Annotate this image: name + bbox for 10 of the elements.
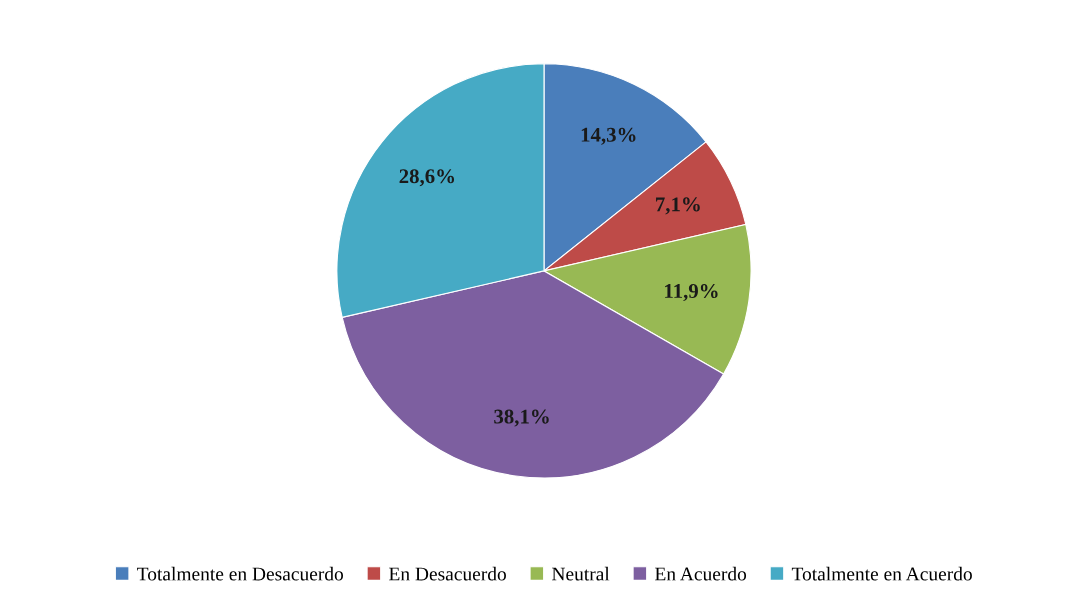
legend-label: Totalmente en Desacuerdo [137,566,344,581]
legend-label: En Desacuerdo [389,566,506,581]
data-label: 14,3% [581,127,636,145]
data-label: 7,1% [656,197,700,215]
data-label: 11,9% [665,283,718,302]
data-label: 28,6% [399,169,455,187]
legend-label: Neutral [552,566,610,581]
data-label: 38,1% [494,409,549,427]
legend-label: Totalmente en Acuerdo [791,566,972,581]
legend-label: En Acuerdo [655,566,747,581]
